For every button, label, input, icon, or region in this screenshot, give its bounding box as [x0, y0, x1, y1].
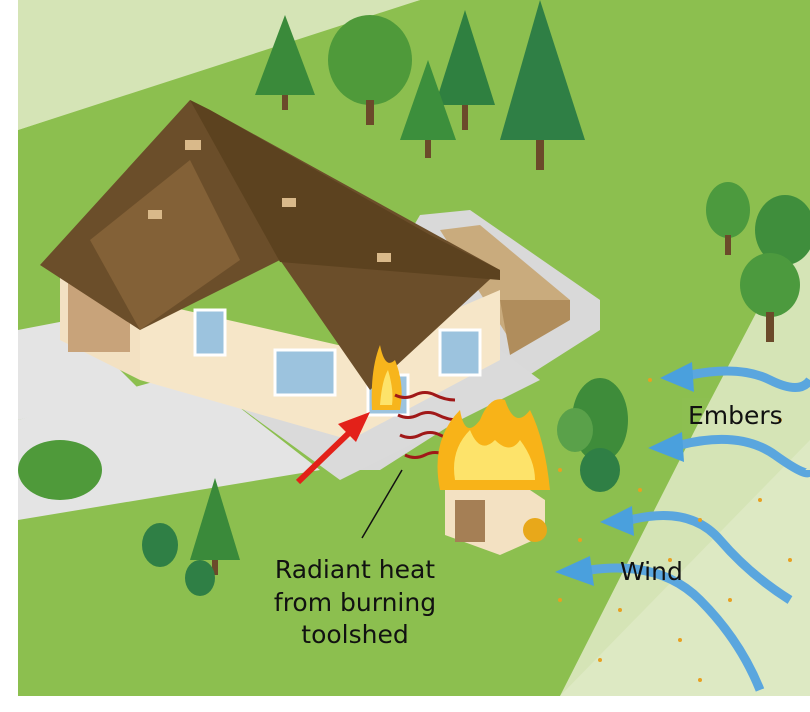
trees-part: [18, 440, 102, 500]
radiant-heat-label: from burning: [274, 588, 436, 617]
trees-part: [557, 408, 593, 452]
page-body: Embers Wind Radiant heat from burning to…: [0, 0, 810, 712]
house-part: [440, 330, 480, 375]
page: Radiant heat illustration {"labels": {"e…: [0, 0, 810, 712]
illustration: Embers Wind Radiant heat from burning to…: [0, 0, 810, 712]
trees-part: [282, 95, 288, 110]
trees-part: [425, 140, 431, 158]
house-part: [185, 140, 201, 150]
embers-part: [758, 498, 762, 502]
trees-part: [725, 235, 731, 255]
trees-part: [366, 100, 374, 125]
toolshed-part: [455, 500, 485, 542]
trees-part: [740, 253, 800, 317]
trees-part: [328, 15, 412, 105]
embers-part: [558, 598, 562, 602]
embers-part: [698, 518, 702, 522]
embers-part: [598, 658, 602, 662]
embers-part: [698, 678, 702, 682]
radiant-heat-label: toolshed: [301, 620, 408, 649]
trees-part: [185, 560, 215, 596]
house-part: [275, 350, 335, 395]
house-part: [195, 310, 225, 355]
embers-part: [558, 468, 562, 472]
toolshed: [438, 399, 551, 555]
toolshed-part: [523, 518, 547, 542]
trees-part: [766, 312, 774, 342]
radiant-heat-label: Radiant heat: [275, 555, 435, 584]
trees-part: [580, 448, 620, 492]
embers-part: [618, 608, 622, 612]
house-part: [148, 210, 162, 219]
wind-label: Wind: [620, 557, 683, 586]
embers-part: [648, 378, 652, 382]
embers-part: [678, 638, 682, 642]
trees-part: [706, 182, 750, 238]
embers-part: [578, 538, 582, 542]
trees-part: [142, 523, 178, 567]
embers-part: [788, 558, 792, 562]
embers-part: [638, 488, 642, 492]
house-part: [377, 253, 391, 262]
trees-part: [462, 105, 468, 130]
trees-part: [536, 140, 544, 170]
embers-part: [728, 598, 732, 602]
embers-label: Embers: [688, 401, 783, 430]
house-part: [282, 198, 296, 207]
